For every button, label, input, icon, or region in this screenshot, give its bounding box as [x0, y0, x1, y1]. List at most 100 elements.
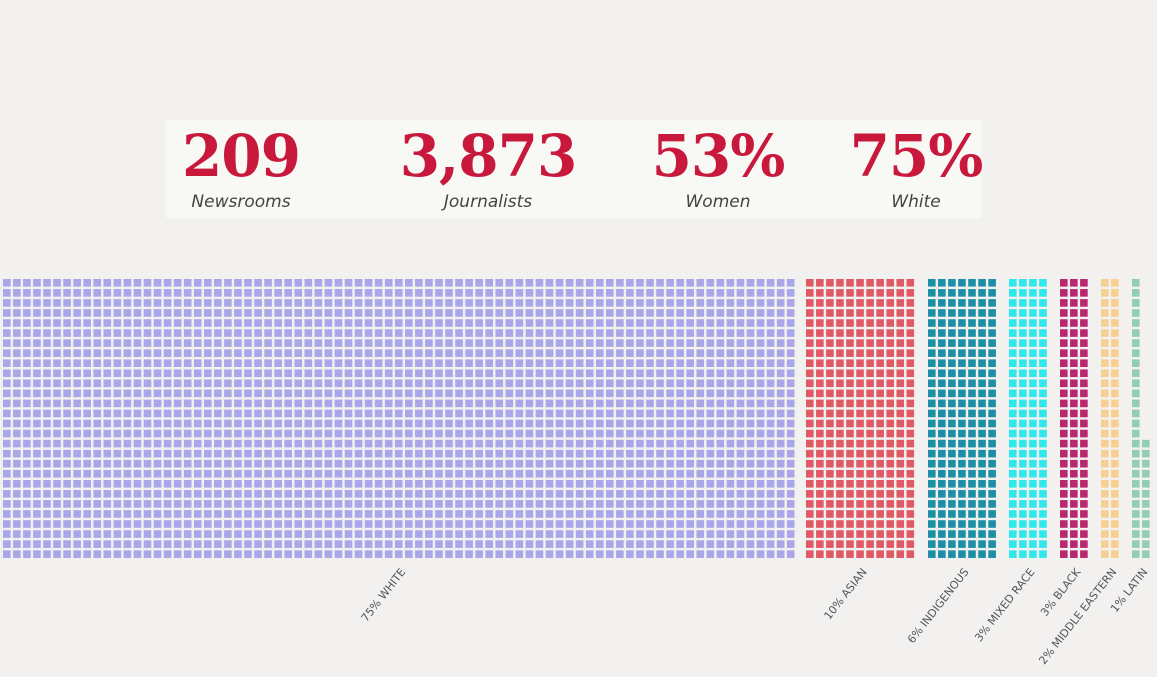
waffle-square — [264, 550, 272, 558]
stat-value: 209 — [181, 122, 301, 190]
waffle-square — [505, 449, 514, 458]
waffle-square — [505, 419, 514, 428]
waffle-square — [1111, 329, 1119, 337]
waffle-square — [153, 520, 162, 528]
waffle-square — [153, 480, 162, 488]
waffle-square — [13, 439, 21, 448]
waffle-square — [374, 459, 383, 468]
waffle-square — [1080, 309, 1088, 317]
waffle-square — [1009, 500, 1017, 508]
waffle-square — [73, 490, 81, 498]
waffle-square — [485, 369, 493, 378]
waffle-square — [374, 309, 383, 317]
waffle-square — [1019, 279, 1027, 287]
waffle-square — [354, 319, 363, 327]
waffle-square — [214, 469, 222, 478]
waffle-square — [646, 279, 654, 287]
waffle-square — [1019, 439, 1027, 448]
waffle-square — [988, 379, 996, 388]
waffle-square — [394, 550, 403, 558]
waffle-square — [83, 359, 91, 367]
waffle-square — [153, 550, 162, 558]
waffle-square — [786, 309, 795, 317]
waffle-square — [455, 379, 463, 388]
waffle-square — [776, 520, 785, 528]
waffle-square — [736, 319, 745, 327]
waffle-square — [866, 319, 874, 327]
waffle-square — [364, 399, 373, 408]
waffle-square — [495, 409, 504, 418]
waffle-square — [746, 439, 755, 448]
waffle-square — [183, 550, 192, 558]
waffle-square — [425, 279, 433, 287]
waffle-square — [836, 469, 844, 478]
waffle-square — [425, 399, 433, 408]
waffle-square — [746, 329, 755, 337]
waffle-square — [13, 299, 21, 307]
waffle-square — [3, 349, 11, 357]
waffle-square — [968, 550, 976, 558]
waffle-square — [585, 490, 594, 498]
waffle-square — [575, 520, 584, 528]
waffle-square — [314, 309, 323, 317]
waffle-square — [626, 520, 634, 528]
waffle-square — [485, 389, 493, 398]
waffle-square — [455, 429, 463, 438]
waffle-square — [846, 429, 854, 438]
waffle-square — [264, 289, 272, 297]
waffle-square — [656, 279, 664, 287]
waffle-square — [304, 510, 313, 518]
waffle-square — [495, 369, 504, 378]
waffle-square — [746, 289, 755, 297]
waffle-square — [988, 500, 996, 508]
waffle-square — [384, 439, 393, 448]
waffle-square — [958, 339, 966, 347]
waffle-square — [756, 520, 765, 528]
waffle-square — [183, 309, 192, 317]
waffle-square — [525, 469, 534, 478]
waffle-square — [646, 520, 654, 528]
waffle-square — [405, 490, 413, 498]
waffle-square — [415, 339, 423, 347]
waffle-square — [846, 459, 854, 468]
waffle-square — [475, 500, 483, 508]
waffle-square — [394, 419, 403, 428]
waffle-square — [646, 379, 654, 388]
waffle-square — [515, 369, 524, 378]
waffle-square — [113, 389, 122, 398]
waffle-square — [746, 429, 755, 438]
waffle-square — [565, 459, 574, 468]
waffle-square — [374, 530, 383, 538]
waffle-square — [856, 329, 864, 337]
waffle-square — [173, 510, 182, 518]
waffle-square — [896, 459, 905, 468]
waffle-square — [676, 540, 684, 548]
waffle-square — [244, 289, 252, 297]
waffle-square — [686, 379, 694, 388]
waffle-square — [565, 299, 574, 307]
waffle-square — [284, 369, 292, 378]
waffle-square — [906, 339, 915, 347]
waffle-square — [816, 429, 824, 438]
waffle-square — [1080, 299, 1088, 307]
waffle-square — [475, 439, 483, 448]
waffle-square — [836, 520, 844, 528]
waffle-square — [786, 329, 795, 337]
waffle-square — [103, 459, 112, 468]
waffle-square — [224, 419, 232, 428]
waffle-square — [816, 419, 824, 428]
waffle-square — [415, 289, 423, 297]
waffle-square — [525, 429, 534, 438]
waffle-square — [425, 319, 433, 327]
waffle-square — [565, 319, 574, 327]
waffle-square — [133, 520, 142, 528]
waffle-square — [284, 319, 292, 327]
waffle-square — [435, 429, 443, 438]
waffle-square — [123, 409, 132, 418]
waffle-square — [666, 359, 674, 367]
waffle-square — [626, 409, 634, 418]
waffle-square — [826, 520, 834, 528]
waffle-square — [656, 369, 664, 378]
waffle-square — [1019, 459, 1027, 468]
waffle-square — [535, 439, 544, 448]
